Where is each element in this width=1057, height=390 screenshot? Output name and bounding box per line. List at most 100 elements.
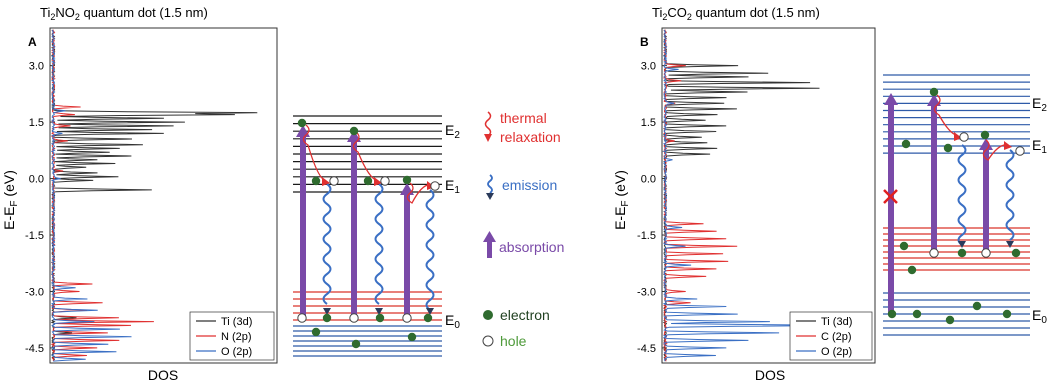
legend-thermal-1: thermal [500, 110, 547, 126]
electron [1002, 309, 1012, 319]
thermal-relaxation [406, 182, 432, 204]
panel-a-yticks: 3.0 1.5 0.0 -1.5 -3.0 -4.5 [25, 61, 55, 355]
emission-wave [957, 144, 967, 246]
thermal-relaxation-icon [484, 111, 492, 137]
hole [380, 176, 390, 186]
ytick-label: 0.0 [29, 174, 44, 186]
ytick-label: 3.0 [29, 61, 44, 73]
electron [402, 175, 412, 185]
panel-a-plot-frame [49, 27, 278, 364]
dos-curve-ti [50, 29, 258, 362]
electron [957, 248, 967, 258]
emission-wave [425, 189, 435, 311]
absorption-arrow [931, 104, 937, 255]
legend-a-o: O (2p) [221, 346, 252, 358]
hole [981, 248, 991, 258]
dos-curve-o [50, 29, 132, 362]
electron [945, 315, 955, 325]
ytick-label: -4.5 [25, 343, 44, 355]
hole [402, 313, 412, 323]
panel-b-title: Ti2CO2 quantum dot (1.5 nm) [652, 5, 820, 22]
electron [972, 301, 982, 311]
electron [375, 313, 385, 323]
ytick-label: -1.5 [25, 230, 44, 242]
emission-wave [322, 183, 332, 305]
panel-a-level-labels: E2 E1 E0 [445, 122, 460, 331]
panel-a-legend: Ti (3d) N (2p) O (2p) [189, 311, 275, 361]
electron [349, 126, 359, 136]
hole [959, 132, 969, 142]
absorption-arrow [983, 148, 989, 255]
legend-thermal-2: relaxation [500, 129, 561, 145]
electron [311, 327, 321, 337]
process-legend: thermal relaxation emission absorption e… [482, 110, 564, 349]
emission-icon [487, 174, 493, 194]
panel-b-label: B [640, 35, 649, 49]
panel-a-curves [50, 29, 258, 362]
panel-a-xlabel: DOS [148, 367, 178, 383]
electron [322, 313, 332, 323]
legend-b-ti: Ti (3d) [821, 316, 852, 328]
electron [407, 332, 417, 342]
panel-b-level-labels: E2 E1 E0 [1032, 95, 1047, 326]
thermal-relaxation [933, 94, 959, 137]
electron [311, 176, 321, 186]
hole [329, 176, 339, 186]
electron [929, 87, 939, 97]
ytick-label: 3.0 [641, 61, 656, 73]
ytick-label: -1.5 [637, 230, 656, 242]
electron [980, 130, 990, 140]
electron-icon [483, 310, 493, 320]
thermal-relaxation [302, 124, 327, 182]
electron [943, 143, 953, 153]
hole [349, 313, 359, 323]
legend-emission: emission [502, 177, 557, 193]
dos-curve-o [662, 29, 851, 362]
ytick-label: 0.0 [641, 174, 656, 186]
panel-b-ylabel: E-EF (eV) [612, 170, 631, 230]
hole [929, 248, 939, 258]
legend-absorption: absorption [499, 239, 564, 255]
legend-b-o: O (2p) [821, 346, 852, 358]
electron [901, 139, 911, 149]
ytick-label: 1.5 [641, 117, 656, 129]
legend-a-n: N (2p) [221, 331, 252, 343]
label-b-e2: E2 [1032, 95, 1047, 114]
panel-a-ylabel: E-EF (eV) [1, 170, 20, 230]
panel-a-label: A [28, 35, 37, 49]
panel-b-plot-frame [661, 27, 876, 364]
electron [297, 118, 307, 128]
electron [1011, 248, 1021, 258]
dos-curve-c [662, 29, 738, 362]
ytick-label: -4.5 [637, 343, 656, 355]
absorption-arrow [404, 193, 410, 318]
legend-b-c: C (2p) [821, 331, 852, 343]
absorption-arrow [300, 135, 306, 318]
label-a-e1: E1 [445, 177, 460, 196]
panel-b-yticks: 3.0 1.5 0.0 -1.5 -3.0 -4.5 [637, 61, 667, 355]
electron [423, 313, 433, 323]
label-b-e0: E0 [1032, 307, 1047, 326]
electron [363, 176, 373, 186]
legend-a-ti: Ti (3d) [221, 316, 252, 328]
panel-b-energy-diagram [883, 74, 1030, 336]
ytick-label: -3.0 [25, 286, 44, 298]
forbidden-transition-mark [883, 189, 898, 204]
ytick-label: -3.0 [637, 286, 656, 298]
label-a-e2: E2 [445, 122, 460, 141]
emission-wave [1005, 149, 1015, 241]
panel-a-energy-diagram [293, 115, 442, 357]
panel-a-title: Ti2NO2 quantum dot (1.5 nm) [40, 5, 208, 22]
panel-a-chart: Ti2NO2 quantum dot (1.5 nm) A 3.0 1.5 0.0 -… [1, 5, 278, 383]
legend-electron: electron [500, 307, 550, 323]
hole-icon [482, 335, 494, 347]
ytick-label: 1.5 [29, 117, 44, 129]
panel-b-chart: Ti2CO2 quantum dot (1.5 nm) B 3.0 1.5 0.0 -… [612, 5, 876, 383]
panel-b-xlabel: DOS [755, 367, 785, 383]
label-b-e1: E1 [1032, 137, 1047, 156]
hole [430, 181, 440, 191]
hole [1015, 146, 1025, 156]
panel-b-curves [662, 29, 851, 362]
label-a-e0: E0 [445, 312, 460, 331]
electron [899, 241, 909, 251]
